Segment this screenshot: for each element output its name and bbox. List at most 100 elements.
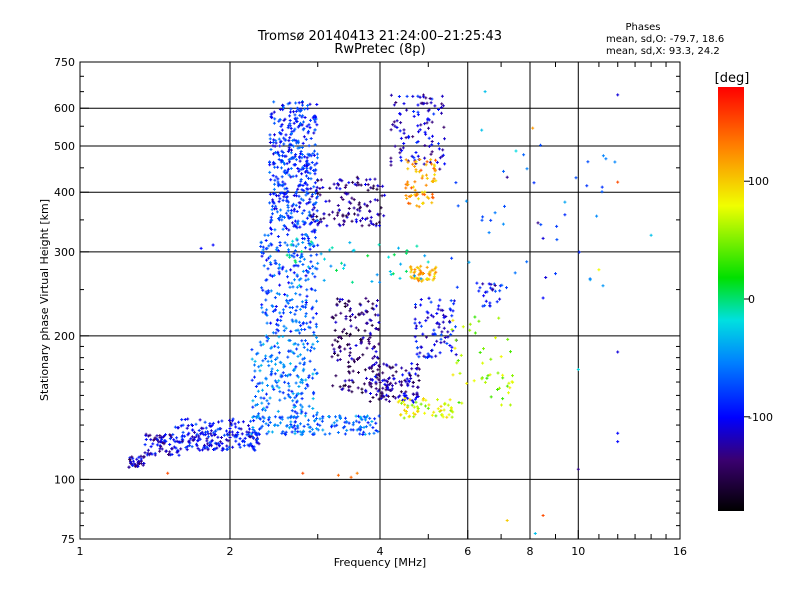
data-point <box>441 308 445 312</box>
data-point <box>494 336 497 340</box>
data-point <box>417 266 421 270</box>
data-point <box>493 289 497 293</box>
data-point <box>364 388 368 392</box>
data-point <box>299 109 303 112</box>
data-point <box>281 105 285 109</box>
data-point <box>318 417 322 421</box>
data-point <box>613 160 617 164</box>
data-point <box>355 428 359 432</box>
data-point <box>301 342 305 346</box>
data-point <box>616 431 620 435</box>
chart-title: Tromsø 20140413 21:24:00–21:25:43 <box>257 29 502 44</box>
data-point <box>342 384 346 388</box>
data-point <box>344 214 348 218</box>
data-point <box>374 382 378 386</box>
data-point <box>277 351 281 355</box>
data-point <box>307 201 311 205</box>
data-point <box>343 186 347 189</box>
data-point <box>177 453 181 457</box>
data-point <box>338 416 342 420</box>
data-point <box>376 430 380 434</box>
data-point <box>309 118 312 122</box>
data-point <box>443 402 447 406</box>
data-point <box>139 454 143 458</box>
data-point <box>350 196 354 200</box>
data-point <box>269 289 273 293</box>
data-point <box>416 407 420 410</box>
data-point <box>297 320 301 324</box>
data-point <box>234 433 238 437</box>
data-point <box>258 340 262 344</box>
data-point <box>312 414 315 418</box>
data-point <box>228 418 231 422</box>
data-point <box>498 386 501 390</box>
data-point <box>297 194 301 198</box>
data-point <box>282 363 286 367</box>
data-point <box>371 396 375 399</box>
data-points <box>127 90 653 535</box>
data-point <box>179 447 183 451</box>
data-point <box>272 187 276 191</box>
data-point <box>412 415 416 419</box>
data-point <box>296 187 300 191</box>
data-point <box>384 379 388 383</box>
data-point <box>350 390 354 394</box>
data-point <box>357 371 360 374</box>
data-point <box>410 276 414 280</box>
data-point <box>339 349 342 353</box>
data-point <box>310 345 314 349</box>
data-point <box>304 378 308 382</box>
data-point <box>187 439 191 443</box>
data-point <box>377 243 381 247</box>
data-point <box>274 175 278 179</box>
data-point <box>319 217 323 221</box>
data-point <box>371 369 375 373</box>
data-point <box>416 410 420 413</box>
data-point <box>338 385 342 389</box>
data-point <box>391 272 395 276</box>
data-point <box>399 390 403 394</box>
data-point <box>286 149 290 153</box>
data-point <box>296 125 300 129</box>
data-point <box>312 228 316 232</box>
data-point <box>202 433 206 437</box>
data-point <box>486 374 490 378</box>
data-point <box>588 277 592 281</box>
data-point <box>446 330 450 334</box>
data-point <box>269 321 273 325</box>
data-point <box>351 369 355 373</box>
data-point <box>398 129 402 133</box>
data-point <box>297 385 301 388</box>
data-point <box>315 325 318 329</box>
data-point <box>506 337 510 341</box>
data-point <box>324 199 328 203</box>
data-point <box>313 275 317 279</box>
data-point <box>309 187 313 191</box>
data-point <box>271 212 274 216</box>
data-point <box>586 160 590 164</box>
data-point <box>220 448 224 452</box>
data-point <box>316 179 320 183</box>
data-point <box>334 374 338 378</box>
data-point <box>301 269 305 273</box>
data-point <box>341 198 345 201</box>
data-point <box>352 358 356 362</box>
data-point <box>531 126 535 130</box>
data-point <box>175 436 179 440</box>
data-point <box>273 133 276 137</box>
data-point <box>348 315 352 318</box>
data-point <box>307 404 311 408</box>
data-point <box>263 408 267 412</box>
data-point <box>282 142 286 146</box>
data-point <box>292 251 296 255</box>
data-point <box>373 177 377 181</box>
data-point <box>296 139 300 143</box>
data-point <box>284 138 288 142</box>
data-point <box>282 191 286 195</box>
data-point <box>301 184 305 187</box>
data-point <box>315 417 318 420</box>
data-point <box>449 407 453 411</box>
data-point <box>234 439 238 443</box>
data-point <box>430 143 434 147</box>
data-point <box>313 220 317 223</box>
